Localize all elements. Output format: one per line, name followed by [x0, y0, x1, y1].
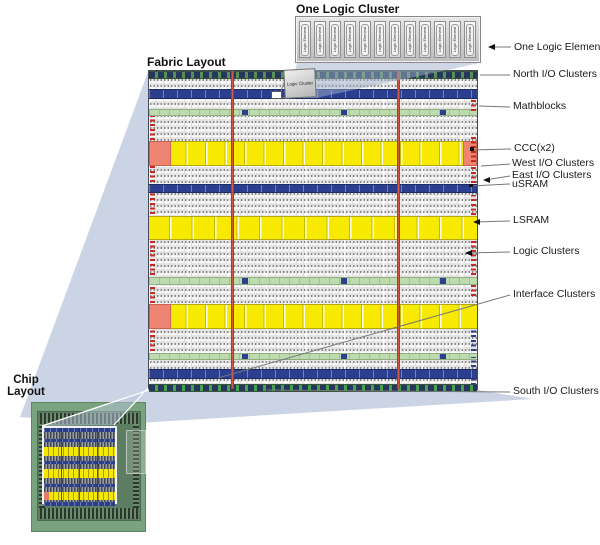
label-ccc: CCC(x2) [514, 142, 555, 154]
lsram-row-1 [149, 216, 477, 240]
chip-corner-block [126, 430, 146, 474]
lsram-row-2 [149, 304, 477, 329]
logic-element: Logic Element [299, 21, 311, 58]
east-io-ticks-blue [471, 329, 476, 351]
chip-pins-right [133, 424, 139, 508]
label-interface-clusters: Interface Clusters [513, 288, 596, 300]
die-column-lines [44, 428, 115, 502]
ccc-block-southwest [149, 304, 171, 329]
label-usram: uSRAM [512, 178, 549, 190]
chip-pins-top [40, 413, 138, 424]
logic-element: Logic Element [374, 21, 386, 58]
arrow-east-io [483, 177, 490, 183]
label-north-io: North I/O Clusters [513, 68, 598, 80]
logic-cluster-title: One Logic Cluster [296, 2, 400, 16]
logic-element: Logic Element [389, 21, 401, 58]
chip-layout [31, 402, 146, 532]
east-io-ticks [471, 239, 476, 275]
west-io-ticks [150, 193, 155, 214]
chip-title: Chip Layout [7, 374, 45, 398]
east-io-ticks [471, 136, 476, 162]
label-west-io: West I/O Clusters [512, 157, 595, 169]
west-io-ticks [150, 166, 155, 182]
column-divider-line [397, 71, 400, 389]
logic-element: Logic Element [419, 21, 431, 58]
fabric-title: Fabric Layout [147, 55, 226, 69]
chip-pins-bottom [40, 508, 138, 519]
column-divider-line [231, 71, 234, 389]
east-io-ticks-blue [471, 357, 476, 367]
logic-element: Logic Element [344, 21, 356, 58]
logic-element: Logic Element [314, 21, 326, 58]
mathblock-row-2 [149, 277, 477, 285]
logic-element: Logic Element [434, 21, 446, 58]
label-east-io: East I/O Clusters [512, 169, 592, 181]
logic-cluster-box: Logic Element Logic Element Logic Elemen… [295, 16, 481, 63]
east-io-ticks [471, 283, 476, 296]
chip-die [42, 426, 117, 506]
logic-cluster-source-cell [271, 91, 282, 99]
usram-row-2 [149, 184, 477, 193]
west-io-ticks [150, 285, 155, 303]
logic-cluster-callout: Logic Cluster [283, 68, 317, 99]
west-io-ticks [150, 329, 155, 351]
logic-element: Logic Element [329, 21, 341, 58]
one-logic-element-label: One Logic Element [514, 41, 600, 53]
logic-element: Logic Element [464, 21, 476, 58]
label-logic-clusters: Logic Clusters [513, 245, 580, 257]
east-io-ticks-blue [471, 377, 476, 385]
usram-row-3 [149, 369, 477, 379]
logic-element: Logic Element [359, 21, 371, 58]
label-mathblocks: Mathblocks [513, 100, 567, 112]
east-io-ticks [471, 195, 476, 215]
west-io-ticks [150, 241, 155, 275]
logic-element: Logic Element [404, 21, 416, 58]
mathblock-row-1 [149, 109, 477, 116]
east-io-ticks [471, 97, 476, 111]
label-lsram: LSRAM [513, 214, 550, 226]
south-io-row [149, 384, 477, 392]
fabric-layout [148, 70, 478, 392]
chip-package [37, 411, 146, 521]
east-io-ticks [471, 167, 476, 183]
ccc-row [149, 141, 477, 166]
logic-element: Logic Element [449, 21, 461, 58]
label-south-io: South I/O Clusters [513, 385, 599, 397]
west-io-ticks [150, 116, 155, 140]
ccc-block-west [149, 141, 171, 166]
arrow-one-logic-element [488, 44, 495, 50]
mathblock-row-3 [149, 353, 477, 360]
